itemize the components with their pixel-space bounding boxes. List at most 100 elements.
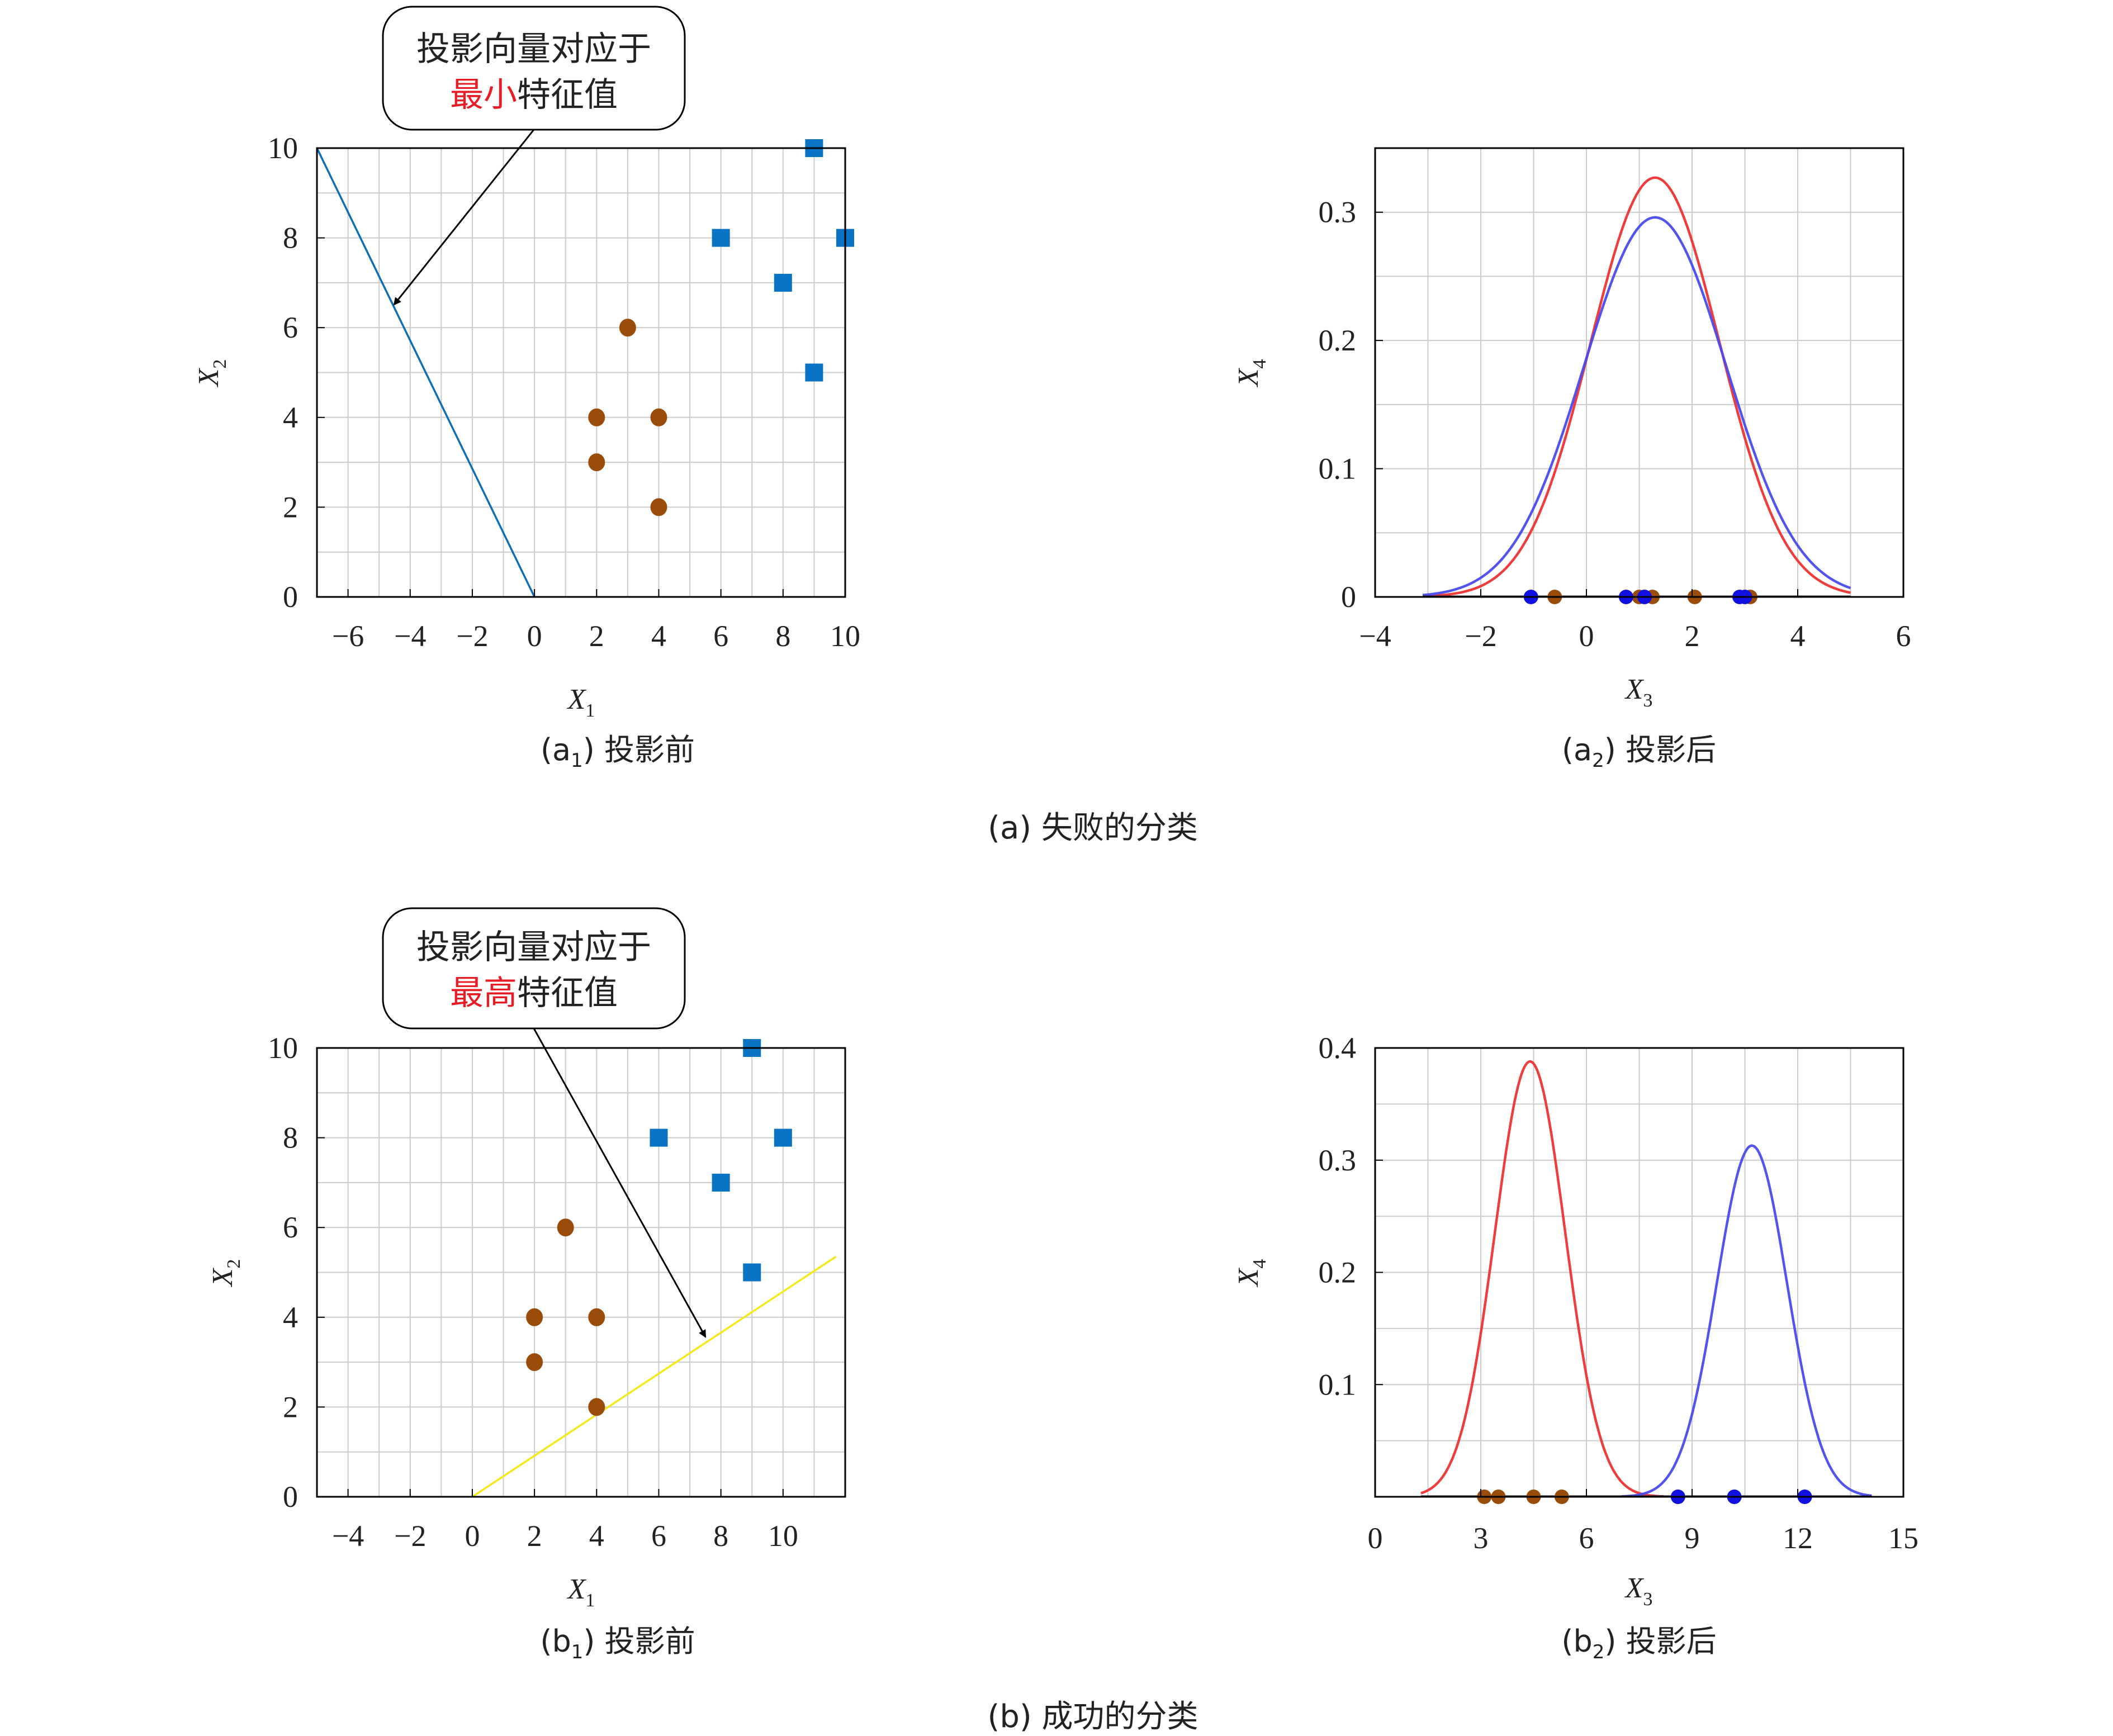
a1-xtick-label: 8 [775,619,790,653]
b2-ytick-label: 0.2 [1319,1256,1357,1289]
b1-xtick-label: 10 [768,1519,798,1553]
b1-circle-point [557,1218,574,1237]
a2-xlabel: X3 [1624,673,1653,711]
a2-ytick-label: 0.2 [1319,324,1357,357]
b1-projection-line [471,1255,837,1498]
b2-grid [1375,1047,1904,1497]
b1-data-points [526,1039,792,1416]
a2-xtick-label: −2 [1465,619,1496,653]
a2-xtick-label: 4 [1790,619,1806,653]
a2-ytick-label: 0.3 [1319,196,1357,229]
b1-xtick-label: 2 [527,1519,542,1553]
a1-square-point [712,229,730,247]
b1-projection-line-path [471,1255,837,1498]
b1-xlabel: X1 [567,1573,595,1611]
a2-blue-curve [1422,216,1851,596]
b2-ytick-label: 0.3 [1319,1144,1357,1177]
a1-ytick-label: 4 [283,401,298,434]
group-caption-b: (b) 成功的分类 [987,1699,1198,1735]
a1-ytick-label: 2 [283,490,298,524]
a1-xtick-label: −2 [456,619,488,653]
b1-plot-frame [316,1047,846,1498]
b1-circle-point [526,1308,543,1326]
a1-square-point [774,273,792,292]
b1-ytick-label: 10 [268,1031,298,1065]
a1-projection-line [316,148,536,597]
a1-xtick-label: 0 [527,619,542,653]
a1-circle-point [650,408,667,426]
a2-xtick-label: −4 [1359,619,1391,653]
b1-xtick-label: 0 [465,1519,480,1553]
b1-square-point [650,1128,668,1147]
a1-grid [316,148,846,597]
a2-curves [1422,176,1851,598]
b1-ytick-label: 0 [283,1480,298,1514]
b1-ytick-label: 8 [283,1121,298,1155]
b1-grid [316,1047,846,1497]
b2-curves [1420,1060,1872,1498]
a1-circle-point [588,408,605,426]
a1-xtick-label: 4 [651,619,666,653]
a2-ytick-label: 0.1 [1319,452,1357,486]
b1-callout-line1: 投影向量对应于 [416,928,651,967]
b1-ticks: −4 −2 0 2 4 6 8 10 0 2 4 6 8 10 [268,1031,798,1553]
b2-xtick-label: 15 [1888,1521,1918,1555]
b2-xtick-label: 3 [1474,1521,1489,1555]
b1-circle-point [588,1308,605,1326]
a1-ytick-label: 10 [268,131,298,165]
b2-xtick-label: 0 [1368,1521,1383,1555]
b1-square-point [712,1173,730,1192]
b1-circle-point [588,1398,605,1416]
panel-a2: −4 −2 0 2 4 6 0 0.1 0.2 0.3 X3 X4 (a2) 投影后 [1233,147,1911,772]
a2-ticks: −4 −2 0 2 4 6 0 0.1 0.2 0.3 [1319,196,1911,653]
b1-xtick-label: −2 [394,1519,426,1553]
b2-xlabel: X3 [1624,1572,1653,1610]
b2-ylabel: X4 [1233,1259,1270,1288]
b1-ylabel: X2 [207,1259,244,1288]
b1-ytick-label: 2 [283,1390,298,1424]
a2-red-curve [1423,176,1851,598]
a1-projection-line-path [316,148,536,597]
b2-xtick-label: 12 [1783,1521,1813,1555]
a1-ytick-label: 6 [283,311,298,344]
a2-grid [1375,148,1904,597]
b2-caption: (b2) 投影后 [1561,1624,1716,1663]
a2-caption: (a2) 投影后 [1562,732,1716,772]
a1-ylabel: X2 [193,359,230,388]
b2-xtick-label: 9 [1685,1521,1700,1555]
b1-xtick-label: 6 [651,1519,666,1553]
b1-xtick-label: 8 [713,1519,728,1553]
a1-xtick-label: 2 [589,619,604,653]
a1-ticks: −6 −4 −2 0 2 4 6 8 10 0 2 4 6 8 10 [268,131,860,653]
b2-ticks: 0 3 6 9 12 15 0.1 0.2 0.3 0.4 [1319,1031,1919,1555]
a1-callout-arrow [393,129,535,306]
a1-circle-point [588,453,605,472]
b2-blue-curve [1621,1144,1872,1498]
b1-ytick-label: 4 [283,1301,298,1334]
b1-square-point [774,1128,792,1147]
b1-caption: (b1) 投影前 [540,1624,695,1663]
a1-circle-point [619,319,636,337]
a2-xtick-label: 0 [1579,619,1594,653]
b2-red-curve [1420,1060,1664,1498]
a2-ylabel: X4 [1233,359,1270,388]
a2-ytick-label: 0 [1341,580,1356,614]
a1-ytick-label: 0 [283,580,298,614]
b1-ytick-label: 6 [283,1211,298,1244]
b1-square-point [743,1263,761,1282]
a1-xtick-label: 6 [713,619,728,653]
a1-xtick-label: −6 [332,619,364,653]
b1-circle-point [526,1353,543,1372]
panel-b1: −4 −2 0 2 4 6 8 10 0 2 4 6 8 10 X1 X2 (b1) 投影前 投影向量对应… [207,907,846,1663]
b2-xtick-label: 6 [1579,1521,1594,1555]
group-caption-a: (a) 失败的分类 [988,810,1198,846]
panel-b2: 0 3 6 9 12 15 0.1 0.2 0.3 0.4 X3 X4 (b2) 投影后 [1233,1031,1918,1663]
a1-callout-line1: 投影向量对应于 [416,30,651,69]
b2-ytick-label: 0.4 [1319,1031,1357,1065]
b1-callout-arrow [533,1028,707,1338]
a2-xtick-label: 2 [1685,619,1700,653]
b2-ytick-label: 0.1 [1319,1368,1357,1401]
a1-xtick-label: 10 [830,619,860,653]
a1-circle-point [650,498,667,516]
